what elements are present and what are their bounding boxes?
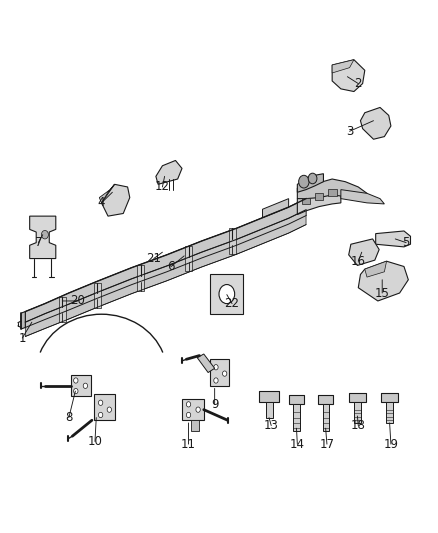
- Polygon shape: [229, 229, 236, 254]
- Circle shape: [83, 383, 88, 389]
- Text: 13: 13: [264, 419, 279, 432]
- Text: 5: 5: [403, 236, 410, 249]
- Polygon shape: [25, 199, 306, 322]
- Text: 7: 7: [35, 236, 42, 249]
- Polygon shape: [358, 261, 408, 301]
- Polygon shape: [210, 274, 244, 314]
- Text: 12: 12: [155, 181, 170, 193]
- Polygon shape: [59, 297, 66, 322]
- Text: 14: 14: [290, 438, 305, 450]
- Polygon shape: [322, 405, 328, 431]
- Text: 20: 20: [70, 294, 85, 308]
- Circle shape: [186, 402, 191, 407]
- Text: 8: 8: [65, 411, 73, 424]
- Circle shape: [299, 175, 309, 188]
- Text: 10: 10: [88, 435, 102, 448]
- Text: 16: 16: [351, 255, 366, 268]
- Polygon shape: [328, 189, 336, 196]
- Text: 4: 4: [98, 196, 105, 209]
- Circle shape: [186, 413, 191, 418]
- Circle shape: [74, 389, 78, 394]
- Text: 2: 2: [354, 77, 362, 90]
- Polygon shape: [102, 184, 130, 216]
- Circle shape: [99, 400, 103, 406]
- Polygon shape: [197, 354, 215, 373]
- Polygon shape: [376, 231, 410, 247]
- Circle shape: [219, 285, 235, 304]
- Polygon shape: [289, 395, 304, 405]
- Polygon shape: [94, 282, 101, 308]
- Polygon shape: [262, 199, 289, 217]
- Text: 22: 22: [225, 297, 240, 310]
- Polygon shape: [25, 210, 306, 336]
- Polygon shape: [302, 198, 311, 205]
- Text: 11: 11: [181, 438, 196, 450]
- Polygon shape: [318, 395, 333, 405]
- Text: 3: 3: [346, 125, 353, 138]
- Polygon shape: [365, 261, 387, 277]
- Polygon shape: [182, 399, 204, 420]
- Polygon shape: [341, 190, 385, 204]
- Text: 19: 19: [383, 438, 399, 450]
- Polygon shape: [210, 359, 229, 386]
- Circle shape: [42, 230, 48, 239]
- Polygon shape: [386, 402, 393, 423]
- Text: 9: 9: [211, 398, 219, 411]
- Polygon shape: [71, 375, 91, 397]
- Polygon shape: [332, 60, 365, 92]
- Polygon shape: [297, 179, 367, 199]
- Circle shape: [214, 365, 218, 370]
- Polygon shape: [297, 187, 341, 215]
- Polygon shape: [259, 391, 279, 402]
- Circle shape: [308, 173, 317, 184]
- Polygon shape: [360, 108, 391, 139]
- Polygon shape: [25, 199, 306, 327]
- Polygon shape: [94, 394, 115, 420]
- Text: 15: 15: [375, 287, 390, 300]
- Polygon shape: [297, 174, 323, 192]
- Text: 6: 6: [167, 260, 175, 273]
- Polygon shape: [332, 60, 354, 73]
- Polygon shape: [349, 393, 366, 402]
- Polygon shape: [265, 402, 272, 418]
- Text: 21: 21: [146, 252, 161, 265]
- Polygon shape: [349, 239, 379, 265]
- Polygon shape: [156, 160, 182, 184]
- Polygon shape: [354, 402, 361, 423]
- Polygon shape: [137, 265, 144, 290]
- Text: 17: 17: [319, 438, 335, 450]
- Polygon shape: [191, 420, 199, 431]
- Text: 18: 18: [351, 419, 366, 432]
- Circle shape: [99, 413, 103, 418]
- Polygon shape: [21, 312, 25, 329]
- Circle shape: [223, 371, 227, 376]
- Circle shape: [214, 378, 218, 383]
- Polygon shape: [293, 405, 300, 431]
- Circle shape: [196, 407, 200, 413]
- Polygon shape: [185, 246, 192, 271]
- Polygon shape: [99, 184, 115, 203]
- Circle shape: [74, 378, 78, 383]
- Polygon shape: [30, 216, 56, 259]
- Polygon shape: [315, 193, 323, 200]
- Polygon shape: [381, 393, 398, 402]
- Text: 1: 1: [18, 332, 26, 344]
- Circle shape: [107, 407, 112, 413]
